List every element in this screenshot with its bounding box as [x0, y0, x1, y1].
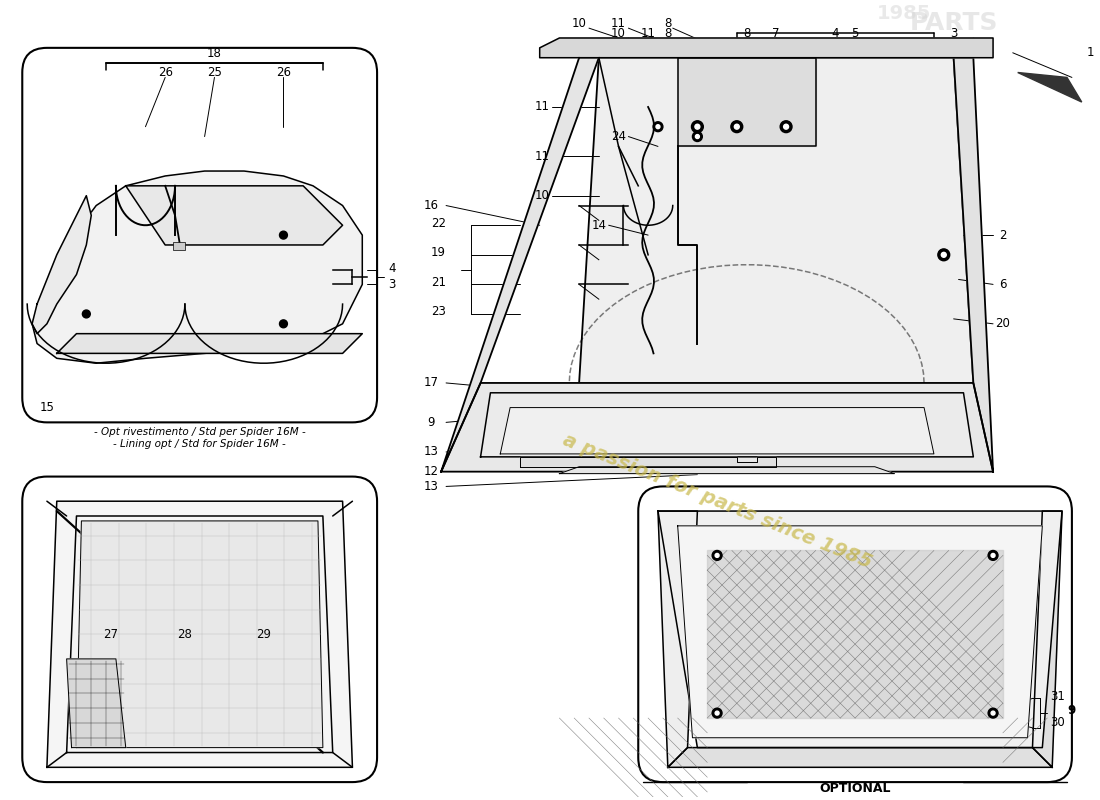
- Polygon shape: [520, 457, 777, 466]
- Text: 8: 8: [664, 17, 671, 30]
- Text: 19: 19: [431, 246, 447, 259]
- Circle shape: [988, 708, 998, 718]
- Bar: [173, 242, 185, 250]
- Text: 25: 25: [207, 66, 222, 79]
- Text: 8: 8: [742, 26, 750, 39]
- Circle shape: [988, 550, 998, 560]
- Polygon shape: [668, 748, 1053, 767]
- Text: 21: 21: [431, 276, 447, 289]
- Text: 7: 7: [772, 26, 780, 39]
- Text: - Opt rivestimento / Std per Spider 16M -: - Opt rivestimento / Std per Spider 16M …: [94, 427, 306, 438]
- Polygon shape: [67, 659, 125, 748]
- Circle shape: [712, 550, 722, 560]
- Text: 11: 11: [610, 17, 626, 30]
- Polygon shape: [441, 383, 993, 472]
- Circle shape: [695, 134, 700, 138]
- Text: 26: 26: [157, 66, 173, 79]
- Text: - Lining opt / Std for Spider 16M -: - Lining opt / Std for Spider 16M -: [113, 439, 286, 449]
- Polygon shape: [540, 38, 993, 58]
- Circle shape: [991, 554, 996, 558]
- Polygon shape: [32, 196, 91, 334]
- Text: 11: 11: [535, 150, 550, 162]
- Text: 11: 11: [640, 26, 656, 39]
- Text: 8: 8: [664, 26, 671, 39]
- Polygon shape: [1033, 511, 1062, 767]
- Text: PARTS: PARTS: [910, 11, 998, 35]
- Circle shape: [991, 711, 996, 715]
- Text: 16: 16: [424, 199, 439, 212]
- Circle shape: [715, 554, 719, 558]
- Circle shape: [653, 122, 663, 132]
- Text: 26: 26: [276, 66, 290, 79]
- Circle shape: [82, 310, 90, 318]
- Text: 10: 10: [612, 26, 626, 39]
- Polygon shape: [57, 334, 362, 354]
- Polygon shape: [77, 521, 323, 748]
- Text: 10: 10: [572, 17, 586, 30]
- Circle shape: [783, 124, 789, 129]
- Text: 1: 1: [1087, 46, 1094, 59]
- Text: 22: 22: [431, 217, 447, 230]
- Text: 24: 24: [610, 130, 626, 143]
- Circle shape: [938, 249, 949, 261]
- Text: 28: 28: [177, 628, 192, 641]
- Text: 31: 31: [1049, 690, 1065, 703]
- Polygon shape: [658, 511, 1062, 748]
- Polygon shape: [125, 186, 342, 245]
- Text: 1985: 1985: [877, 4, 932, 23]
- Text: 4: 4: [388, 262, 396, 275]
- Text: 4: 4: [832, 26, 839, 39]
- Text: 29: 29: [256, 628, 272, 641]
- Polygon shape: [500, 407, 934, 454]
- Text: 20: 20: [996, 318, 1010, 330]
- Text: 10: 10: [535, 189, 550, 202]
- Text: 13: 13: [424, 446, 439, 458]
- Circle shape: [730, 121, 743, 133]
- Polygon shape: [560, 466, 894, 474]
- Text: 12: 12: [424, 465, 439, 478]
- Circle shape: [715, 711, 719, 715]
- Circle shape: [780, 121, 792, 133]
- Text: 3: 3: [388, 278, 396, 291]
- Polygon shape: [32, 171, 362, 363]
- Text: 17: 17: [424, 377, 439, 390]
- Circle shape: [712, 708, 722, 718]
- Text: 14: 14: [592, 218, 606, 232]
- Polygon shape: [678, 58, 816, 146]
- Text: 2: 2: [999, 229, 1007, 242]
- Polygon shape: [441, 58, 598, 472]
- Circle shape: [279, 231, 287, 239]
- Polygon shape: [678, 526, 1043, 738]
- Text: 3: 3: [950, 26, 957, 39]
- Text: 27: 27: [103, 628, 119, 641]
- Circle shape: [942, 252, 946, 258]
- Polygon shape: [954, 58, 993, 472]
- Circle shape: [656, 125, 660, 129]
- Text: 11: 11: [535, 101, 550, 114]
- Text: 15: 15: [40, 401, 54, 414]
- Text: 30: 30: [1049, 717, 1065, 730]
- Text: 13: 13: [424, 480, 439, 493]
- Text: 23: 23: [431, 306, 447, 318]
- Circle shape: [279, 320, 287, 328]
- Circle shape: [735, 124, 739, 129]
- Polygon shape: [658, 511, 697, 767]
- Circle shape: [692, 121, 703, 133]
- Text: 9: 9: [428, 416, 435, 429]
- Polygon shape: [579, 58, 974, 383]
- Text: OPTIONAL: OPTIONAL: [820, 782, 891, 795]
- Text: 5: 5: [851, 26, 859, 39]
- Polygon shape: [1018, 73, 1081, 102]
- Text: 18: 18: [207, 47, 222, 60]
- Circle shape: [695, 124, 700, 129]
- Text: 6: 6: [999, 278, 1007, 291]
- Text: 9: 9: [1068, 704, 1076, 717]
- Polygon shape: [707, 550, 1003, 718]
- Polygon shape: [47, 502, 352, 767]
- Polygon shape: [481, 393, 974, 457]
- Text: a passion for parts since 1985: a passion for parts since 1985: [560, 430, 874, 572]
- Circle shape: [693, 132, 702, 142]
